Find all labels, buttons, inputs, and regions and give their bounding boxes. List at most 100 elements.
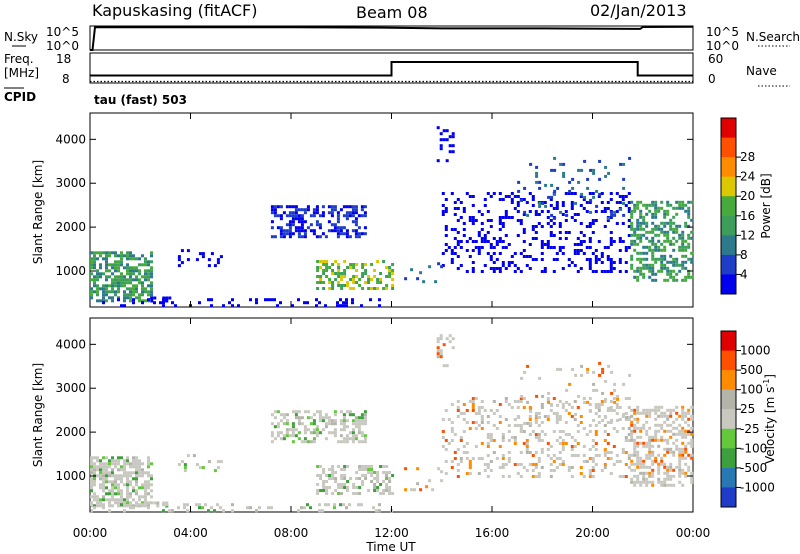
echo-cell xyxy=(340,474,344,477)
echo-cell xyxy=(636,456,640,460)
echo-cell xyxy=(534,213,538,216)
echo-cell xyxy=(660,242,664,246)
echo-cell xyxy=(322,480,326,483)
echo-cell xyxy=(681,441,685,445)
echo-cell xyxy=(120,275,123,279)
echo-cell xyxy=(471,219,475,222)
echo-cell xyxy=(279,413,283,417)
echo-cell xyxy=(681,200,685,204)
echo-cell xyxy=(615,201,619,204)
echo-cell xyxy=(523,186,527,190)
echo-cell xyxy=(480,237,484,240)
echo-cell xyxy=(297,208,301,212)
echo-cell xyxy=(654,245,658,249)
echo-cell xyxy=(576,252,580,255)
echo-cell xyxy=(385,471,389,474)
echo-cell xyxy=(474,240,478,243)
echo-cell xyxy=(105,465,108,469)
echo-cell xyxy=(651,474,655,478)
echo-cell xyxy=(255,509,258,513)
echo-cell xyxy=(555,457,559,460)
echo-cell xyxy=(615,406,619,409)
freq-left-tick-bottom: 8 xyxy=(62,72,70,86)
echo-cell xyxy=(331,471,335,474)
echo-cell xyxy=(361,263,365,266)
echo-cell xyxy=(450,192,454,195)
echo-cell xyxy=(276,205,280,209)
echo-cell xyxy=(642,263,646,267)
echo-cell xyxy=(534,466,538,469)
echo-cell xyxy=(642,459,646,463)
echo-cell xyxy=(594,261,598,264)
echo-cell xyxy=(388,471,392,474)
echo-cell xyxy=(297,416,301,420)
echo-cell xyxy=(132,290,135,294)
range-tick-label: 4000 xyxy=(55,337,86,351)
echo-cell xyxy=(336,226,340,230)
echo-cell xyxy=(663,233,667,237)
echo-cell xyxy=(591,475,595,478)
echo-cell xyxy=(114,266,117,270)
echo-cell xyxy=(627,457,631,460)
echo-cell xyxy=(129,281,132,285)
echo-cell xyxy=(436,337,440,341)
echo-cell xyxy=(486,252,490,255)
echo-cell xyxy=(543,243,547,246)
echo-cell xyxy=(595,388,599,392)
beam-title: Beam 08 xyxy=(356,3,428,22)
echo-cell xyxy=(361,468,365,471)
echo-cell xyxy=(105,266,108,270)
echo-cell xyxy=(583,400,587,404)
echo-cell xyxy=(588,448,592,451)
echo-cell xyxy=(525,201,529,204)
echo-cell xyxy=(441,213,445,216)
echo-cell xyxy=(120,465,123,469)
echo-cell xyxy=(594,430,598,433)
echo-cell xyxy=(498,198,502,201)
echo-cell xyxy=(582,454,586,457)
echo-cell xyxy=(495,409,499,412)
echo-cell xyxy=(439,334,443,338)
echo-cell xyxy=(361,465,365,468)
echo-cell xyxy=(603,430,607,433)
echo-cell xyxy=(318,235,322,239)
echo-cell xyxy=(550,195,554,199)
echo-cell xyxy=(678,423,682,427)
echo-cell xyxy=(138,486,141,490)
echo-cell xyxy=(352,281,356,284)
echo-cell xyxy=(303,208,307,212)
echo-cell xyxy=(339,503,342,507)
echo-cell xyxy=(363,437,367,441)
echo-cell xyxy=(471,409,475,412)
echo-cell xyxy=(93,471,96,475)
echo-cell xyxy=(198,503,201,507)
echo-cell xyxy=(609,457,613,460)
echo-cell xyxy=(451,346,455,350)
echo-cell xyxy=(354,232,358,236)
echo-cell xyxy=(507,451,511,454)
colorbar-tick-label: 8 xyxy=(740,248,748,262)
echo-cell xyxy=(129,275,132,279)
echo-cell xyxy=(327,211,331,215)
echo-cell xyxy=(495,240,499,243)
echo-cell xyxy=(636,269,640,273)
echo-cell xyxy=(376,278,380,281)
echo-cell xyxy=(123,254,126,258)
echo-cell xyxy=(337,483,341,486)
colorbar-tick-label: -100 xyxy=(740,441,767,455)
echo-cell xyxy=(339,422,343,426)
echo-cell xyxy=(135,257,138,261)
echo-cell xyxy=(610,418,614,422)
echo-cell xyxy=(141,299,144,303)
echo-cell xyxy=(510,255,514,258)
freq-panel-frame xyxy=(89,52,694,84)
echo-cell xyxy=(111,459,114,463)
echo-cell xyxy=(339,208,343,212)
echo-cell xyxy=(633,408,637,412)
echo-cell xyxy=(354,422,358,426)
echo-cell xyxy=(333,434,337,438)
echo-cell xyxy=(99,477,102,481)
echo-cell xyxy=(489,267,493,270)
echo-cell xyxy=(489,439,493,442)
echo-cell xyxy=(630,453,634,457)
